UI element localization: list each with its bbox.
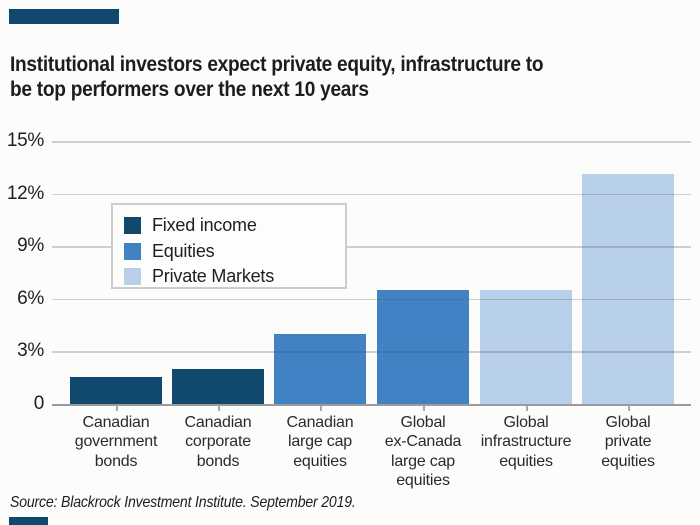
x-axis-label: Global infrastructure equities (480, 413, 572, 470)
x-tick-mark (218, 405, 220, 411)
x-tick-mark (116, 405, 118, 411)
gridline-12 (52, 193, 691, 195)
x-axis-label: Global ex-Canada large cap equities (384, 413, 462, 490)
legend-item-fixed-income: Fixed income (124, 213, 345, 239)
x-axis-line (52, 403, 691, 406)
equities-swatch-icon (124, 242, 141, 260)
legend-item-equities: Equities (124, 239, 345, 265)
legend-label: Private Markets (152, 266, 275, 287)
bar-global-ex-canada-large-cap-equities (377, 289, 469, 404)
gridline-15 (52, 141, 691, 143)
x-tick-mark (320, 405, 322, 411)
gridline-6 (52, 298, 691, 300)
plot-area (52, 141, 691, 411)
legend-label: Fixed income (152, 215, 257, 236)
x-axis-label: Canadian large cap equities (286, 413, 354, 470)
x-axis-label: Canadian government bonds (74, 413, 158, 470)
y-axis-label-15: 15% (6, 130, 44, 151)
legend-item-private-markets: Private Markets (124, 264, 345, 290)
legend: Fixed income Equities Private Markets (111, 203, 347, 289)
y-axis-label-3: 3% (17, 340, 44, 361)
x-tick-mark (628, 405, 630, 411)
chart-title: Institutional investors expect private e… (10, 53, 544, 101)
source-note: Source: Blackrock Investment Institute. … (10, 494, 356, 511)
x-axis-label: Global private equities (601, 413, 655, 470)
y-axis-label-0: 0 (33, 392, 45, 414)
private-markets-swatch-icon (124, 268, 141, 286)
y-axis-label-6: 6% (17, 287, 44, 309)
legend-label: Equities (152, 240, 215, 261)
y-axis-label-12: 12% (6, 182, 44, 204)
x-axis-label: Canadian corporate bonds (184, 413, 252, 470)
bar-canadian-corporate-bonds (172, 368, 264, 404)
bar-global-infrastructure-equities (480, 289, 572, 404)
x-tick-mark (526, 405, 528, 411)
x-tick-mark (423, 405, 425, 411)
top-accent-bar (9, 9, 119, 24)
bar-global-private-equities (582, 174, 674, 404)
bottom-accent-bar (9, 517, 48, 525)
bar-canadian-large-cap-equities (274, 333, 366, 404)
y-axis-label-9: 9% (17, 235, 44, 256)
fixed-income-swatch-icon (124, 217, 141, 235)
bar-canadian-government-bonds (70, 377, 162, 404)
gridline-9 (52, 246, 691, 248)
gridline-3 (52, 351, 691, 353)
